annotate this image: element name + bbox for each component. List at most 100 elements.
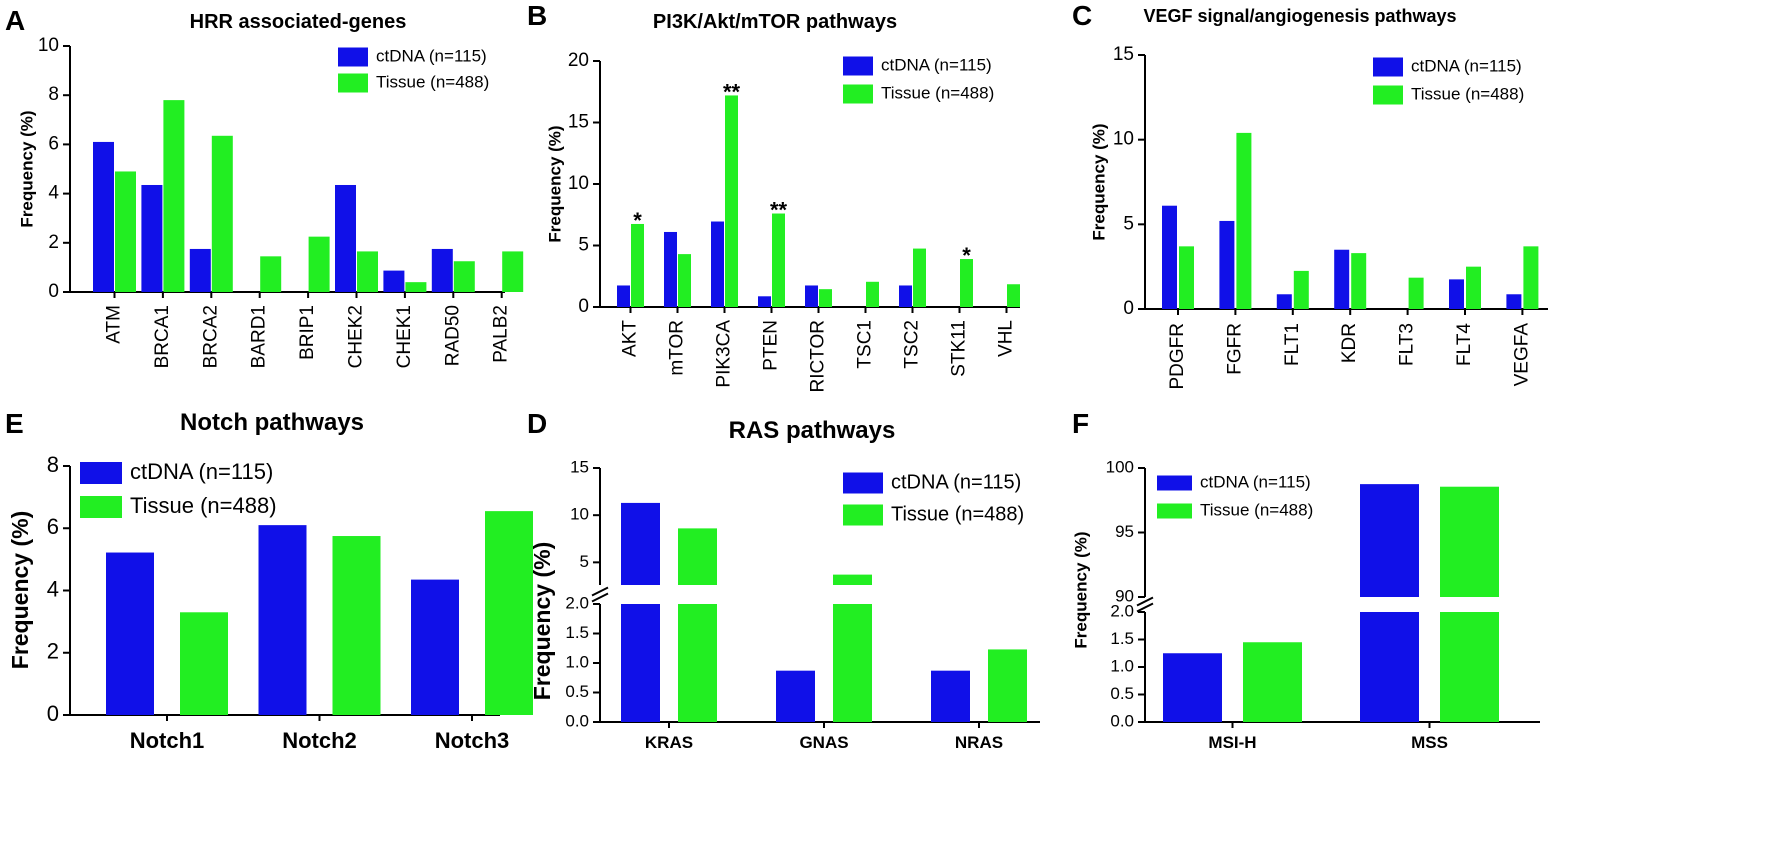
axis-break-mark [1136,602,1154,613]
significance-annotation: * [633,208,642,233]
bar-tissue-atm [115,171,136,292]
bar-tissue-brip1 [308,236,330,292]
bar-tissue-brca1 [163,100,185,293]
y-axis-label: Frequency (%) [529,542,555,700]
y-tick-label: 1.0 [1110,656,1134,675]
significance-annotation: * [962,243,971,268]
bar-tissue-tsc2 [913,248,926,307]
y-axis-label: Frequency (%) [545,125,564,242]
x-tick-label: KDR [1339,323,1360,363]
x-tick-label: FLT1 [1282,323,1303,366]
x-tick-label: BRIP1 [297,305,318,360]
bar-ctdna-kdr [1334,249,1350,309]
chart-panel-b: B PI3K/Akt/mTOR pathways Frequency (%) 0 5 10… [527,0,1020,392]
bar-tissue-mtor [678,254,691,307]
y-axis-label: Frequency (%) [1089,123,1108,240]
x-tick-label: mTOR [667,320,688,376]
bar-tissue-pten [772,213,785,307]
x-tick-label: GNAS [799,733,848,752]
y-tick-label: 1.0 [565,652,589,671]
chart-panel-d: D RAS pathways Frequency (%) 0.0 0.5 1.0 1.5 2.… [527,408,1040,752]
legend-label: ctDNA (n=115) [881,55,992,74]
y-tick-label: 2.0 [565,593,589,612]
x-tick-label: FLT4 [1454,323,1475,366]
bar-ctdna-notch2 [258,525,307,715]
x-tick-label: CHEK2 [346,305,367,368]
bar-ctdna-msi-h [1163,653,1222,722]
bar-ctdna-brca2 [189,248,211,292]
legend-swatch-ctdna [1157,475,1192,491]
x-tick-label: CHEK1 [394,305,415,368]
legend-swatch-tissue [843,504,883,526]
x-tick-label: MSS [1411,733,1448,752]
bar-tissue-notch2 [332,536,381,715]
y-tick-label: 1.5 [1110,629,1134,648]
x-tick-label: BRCA1 [152,305,173,368]
x-tick-label: Notch1 [130,728,205,753]
bar-tissue-chek2 [357,251,378,292]
x-tick-label: STK11 [949,320,970,377]
x-tick-label: AKT [620,320,641,357]
bar-tissue-rad50 [453,261,475,292]
bar-ctdna-akt [617,285,630,307]
x-tick-label: PDGFR [1167,323,1188,390]
panel-letter: F [1072,408,1089,439]
chart-title: RAS pathways [729,417,896,444]
bar-ctdna-tsc2 [899,285,912,307]
bar-ctdna-kras [621,502,660,585]
axis-break-mark [591,592,609,603]
bar-ctdna-rad50 [431,248,453,292]
bar-tissue-pik3ca [725,95,738,307]
x-tick-label: PIK3CA [714,320,735,388]
significance-annotation: ** [770,198,788,223]
y-tick-label: 15 [568,112,589,133]
panel-letter: C [1072,0,1092,31]
bar-tissue-gnas [833,574,872,585]
y-tick-label: 15 [570,457,589,476]
bar-tissue-flt4 [1466,266,1481,309]
chart-panel-c: C VEGF signal/angiogenesis pathways Freque… [1072,0,1548,390]
bar-tissue-pdgfr [1179,246,1194,309]
bar-tissue-notch1 [180,612,228,715]
y-tick-label: 4 [48,183,59,204]
y-axis-label: Frequency (%) [17,110,36,227]
bar-ctdna-flt4 [1449,279,1464,309]
y-tick-label: 0.5 [565,682,589,701]
bar-ctdna-fgfr [1219,220,1235,309]
legend-swatch-ctdna [1373,57,1403,77]
bar-ctdna-pten [758,296,771,307]
bar-tissue-rictor [819,289,832,307]
bar-tissue-nras [988,649,1027,722]
x-tick-label: BRCA2 [200,305,221,368]
y-tick-label: 6 [47,514,59,539]
y-tick-label: 10 [570,505,589,524]
panel-letter: E [5,408,24,439]
y-tick-label: 8 [48,84,59,105]
bar-ctdna-chek1 [383,270,405,292]
bar-tissue-mss [1440,486,1499,597]
chart-title: PI3K/Akt/mTOR pathways [653,11,897,33]
x-tick-label: NRAS [955,733,1003,752]
legend-label: Tissue (n=488) [1200,500,1313,519]
x-tick-label: Notch3 [435,728,510,753]
bar-ctdna-notch1 [106,552,154,715]
bar-ctdna-pik3ca [711,221,724,307]
legend-swatch-ctdna [843,56,873,76]
legend-label: ctDNA (n=115) [891,471,1021,493]
x-tick-label: FLT3 [1397,323,1418,366]
legend-swatch-tissue [80,496,122,518]
bar-tissue-akt [631,223,644,307]
legend-swatch-ctdna [80,462,122,484]
x-tick-label: VHL [996,320,1017,357]
chart-title: Notch pathways [180,409,364,436]
x-tick-label: PTEN [761,320,782,371]
y-tick-label: 2.0 [1110,601,1134,620]
x-tick-label: TSC2 [902,320,923,369]
bar-tissue-brca2 [211,135,233,292]
bar-tissue-flt3 [1408,277,1424,309]
bar-ctdna-gnas [776,670,815,722]
legend-swatch-tissue [1373,85,1403,105]
bar-tissue-flt1 [1293,270,1309,309]
y-tick-label: 2 [47,639,59,664]
x-tick-label: KRAS [645,733,693,752]
